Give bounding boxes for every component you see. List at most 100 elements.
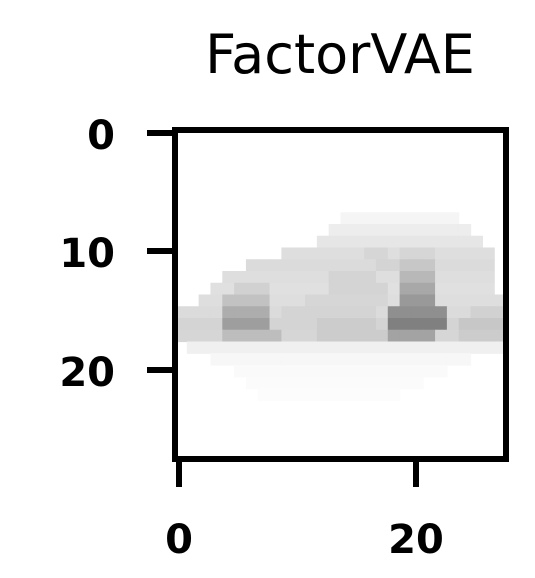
image-pixel — [270, 330, 282, 342]
image-pixel — [376, 271, 388, 283]
image-pixel — [364, 306, 376, 318]
image-pixel — [293, 248, 305, 260]
image-pixel — [411, 306, 423, 318]
image-pixel — [423, 224, 435, 236]
image-pixel — [234, 306, 246, 318]
image-pixel — [447, 342, 459, 354]
image-pixel — [293, 389, 305, 401]
image-pixel — [400, 259, 412, 271]
image-pixel — [270, 259, 282, 271]
image-pixel — [317, 330, 329, 342]
image-pixel — [258, 306, 270, 318]
image-pixel — [435, 295, 447, 307]
image-pixel — [341, 365, 353, 377]
image-pixel — [388, 248, 400, 260]
image-pixel — [447, 212, 459, 224]
image-pixel — [293, 353, 305, 365]
image-pixel — [234, 283, 246, 295]
image-pixel — [222, 306, 234, 318]
image-pixel — [317, 306, 329, 318]
image-pixel — [423, 306, 435, 318]
image-pixel — [317, 377, 329, 389]
image-pixel — [222, 271, 234, 283]
image-pixel — [352, 248, 364, 260]
image-pixel — [293, 295, 305, 307]
image-pixel — [435, 318, 447, 330]
image-pixel — [210, 295, 222, 307]
image-pixel — [341, 224, 353, 236]
image-pixel — [423, 236, 435, 248]
image-pixel — [258, 377, 270, 389]
image-pixel — [435, 212, 447, 224]
image-pixel — [364, 318, 376, 330]
image-pixel — [388, 306, 400, 318]
image-pixel — [281, 295, 293, 307]
image-pixel — [364, 271, 376, 283]
image-pixel — [400, 318, 412, 330]
image-pixel — [364, 295, 376, 307]
image-pixel — [293, 330, 305, 342]
image-pixel — [317, 353, 329, 365]
image-pixel — [352, 212, 364, 224]
image-pixel — [459, 330, 471, 342]
image-pixel — [210, 342, 222, 354]
image-pixel — [447, 330, 459, 342]
image-pixel — [199, 306, 211, 318]
y-axis: 0 10 20 — [59, 113, 175, 396]
figure-title: FactorVAE — [205, 23, 475, 86]
image-pixel — [388, 224, 400, 236]
image-pixel — [317, 248, 329, 260]
image-pixel — [400, 365, 412, 377]
image-pixel — [400, 236, 412, 248]
image-pixel — [341, 306, 353, 318]
image-pixel — [317, 259, 329, 271]
image-pixel — [352, 295, 364, 307]
image-pixel — [459, 353, 471, 365]
image-pixel — [341, 318, 353, 330]
image-pixel — [364, 342, 376, 354]
image-pixel — [388, 318, 400, 330]
image-pixel — [317, 365, 329, 377]
image-pixel — [305, 330, 317, 342]
image-pixel — [447, 236, 459, 248]
image-pixel — [246, 271, 258, 283]
image-pixel — [352, 271, 364, 283]
image-pixel — [329, 259, 341, 271]
image-pixel — [341, 377, 353, 389]
image-pixel — [388, 283, 400, 295]
image-pixel — [459, 306, 471, 318]
image-pixel — [329, 377, 341, 389]
image-pixel — [435, 224, 447, 236]
image-pixel — [364, 377, 376, 389]
image-pixel — [364, 389, 376, 401]
image-pixel — [388, 330, 400, 342]
image-pixel — [258, 318, 270, 330]
image-pixel — [187, 330, 199, 342]
image-pixel — [341, 389, 353, 401]
image-pixel — [246, 283, 258, 295]
image-pixel — [447, 224, 459, 236]
image-pixel — [400, 295, 412, 307]
image-pixel — [364, 283, 376, 295]
y-tick-label-0: 0 — [87, 113, 115, 159]
image-pixel — [293, 306, 305, 318]
image-pixel — [246, 377, 258, 389]
image-pixel — [341, 353, 353, 365]
image-pixel — [482, 342, 494, 354]
image-pixel — [376, 377, 388, 389]
image-pixel — [352, 259, 364, 271]
image-pixel — [423, 212, 435, 224]
image-pixel — [222, 353, 234, 365]
image-pixel — [423, 248, 435, 260]
image-pixel — [388, 377, 400, 389]
image-pixel — [258, 353, 270, 365]
image-pixel — [435, 271, 447, 283]
image-pixel — [376, 248, 388, 260]
image-pixel — [447, 295, 459, 307]
image-pixel — [305, 318, 317, 330]
image-pixel — [293, 283, 305, 295]
image-pixel — [317, 295, 329, 307]
image-pixel — [305, 353, 317, 365]
image-pixel — [471, 271, 483, 283]
image-pixel — [482, 295, 494, 307]
